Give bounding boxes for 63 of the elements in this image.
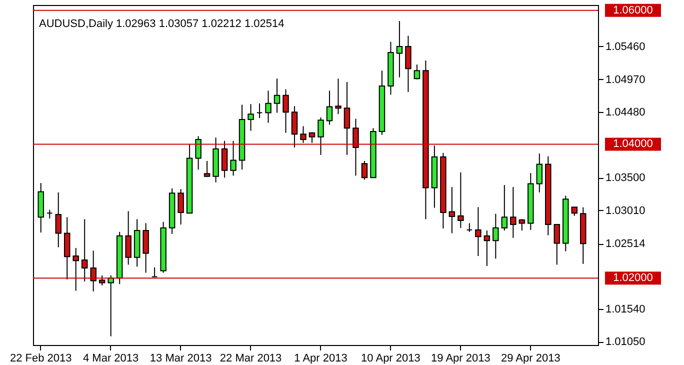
y-tick-label: 1.03010 (606, 204, 646, 217)
x-tick-label: 22 Feb 2013 (10, 352, 72, 364)
candlestick (64, 216, 70, 280)
candlestick (90, 250, 96, 292)
candlestick (466, 222, 473, 232)
candlestick (195, 136, 202, 170)
candlestick (510, 186, 516, 238)
candlestick (230, 140, 236, 176)
candlestick (248, 104, 254, 132)
candlestick (344, 81, 350, 156)
candlestick (448, 186, 456, 234)
candlestick (300, 126, 306, 144)
candlestick (151, 266, 158, 278)
y-tick-label: 1.04970 (606, 74, 646, 86)
x-tick-label: 10 Apr 2013 (361, 352, 420, 364)
ref-line-label: 1.04000 (613, 138, 653, 150)
candlestick (256, 102, 263, 119)
candlestick (98, 274, 106, 286)
candlestick (142, 222, 149, 274)
y-tick-label: 1.04480 (606, 106, 646, 119)
candlestick (291, 106, 298, 148)
candlestick (492, 213, 499, 260)
candlestick (352, 118, 359, 176)
x-tick-label: 1 Apr 2013 (294, 352, 348, 364)
y-tick-label: 1.05460 (606, 40, 646, 53)
candlestick (554, 224, 560, 266)
y-tick-label: 1.02514 (606, 238, 646, 250)
candlestick (501, 184, 508, 232)
candlestick (475, 206, 482, 256)
y-tick-label: 1.03500 (606, 172, 646, 184)
ref-line-label: 1.02000 (613, 272, 653, 284)
candlestick (335, 78, 342, 115)
candlestick (536, 153, 543, 193)
candlestick (178, 188, 184, 226)
candlestick (282, 88, 289, 134)
candlestick (221, 140, 228, 178)
x-tick-label: 4 Mar 2013 (83, 352, 139, 364)
candlestick (274, 78, 280, 114)
candlestick (318, 116, 324, 156)
x-tick-label: 13 Mar 2013 (150, 352, 212, 364)
candlestick (308, 132, 316, 144)
candlestick (396, 20, 403, 78)
y-tick-label: 1.01540 (606, 303, 646, 316)
candlestick (484, 230, 490, 267)
text: AUDUSD,Daily 1.02963 1.03057 1.02212 1.02514 (39, 18, 284, 30)
candlestick (72, 247, 79, 292)
ref-line-label: 1.06000 (613, 4, 653, 16)
candlestick (414, 64, 420, 80)
x-tick-label: 19 Apr 2013 (431, 352, 490, 364)
candlestick (405, 35, 412, 93)
x-tick-label: 29 Apr 2013 (500, 352, 560, 364)
candlestick (361, 160, 368, 180)
candlestick (204, 160, 210, 178)
candlestick (81, 218, 88, 282)
candlestick (108, 274, 114, 337)
candlestick (458, 172, 464, 228)
candlestick (125, 210, 132, 266)
y-tick-label: 1.01050 (606, 336, 646, 348)
candlestick (518, 218, 526, 232)
candlestick (55, 192, 62, 248)
candlestick (265, 90, 272, 124)
candlestick (326, 90, 333, 126)
x-tick-label: 22 Mar 2013 (220, 352, 282, 364)
